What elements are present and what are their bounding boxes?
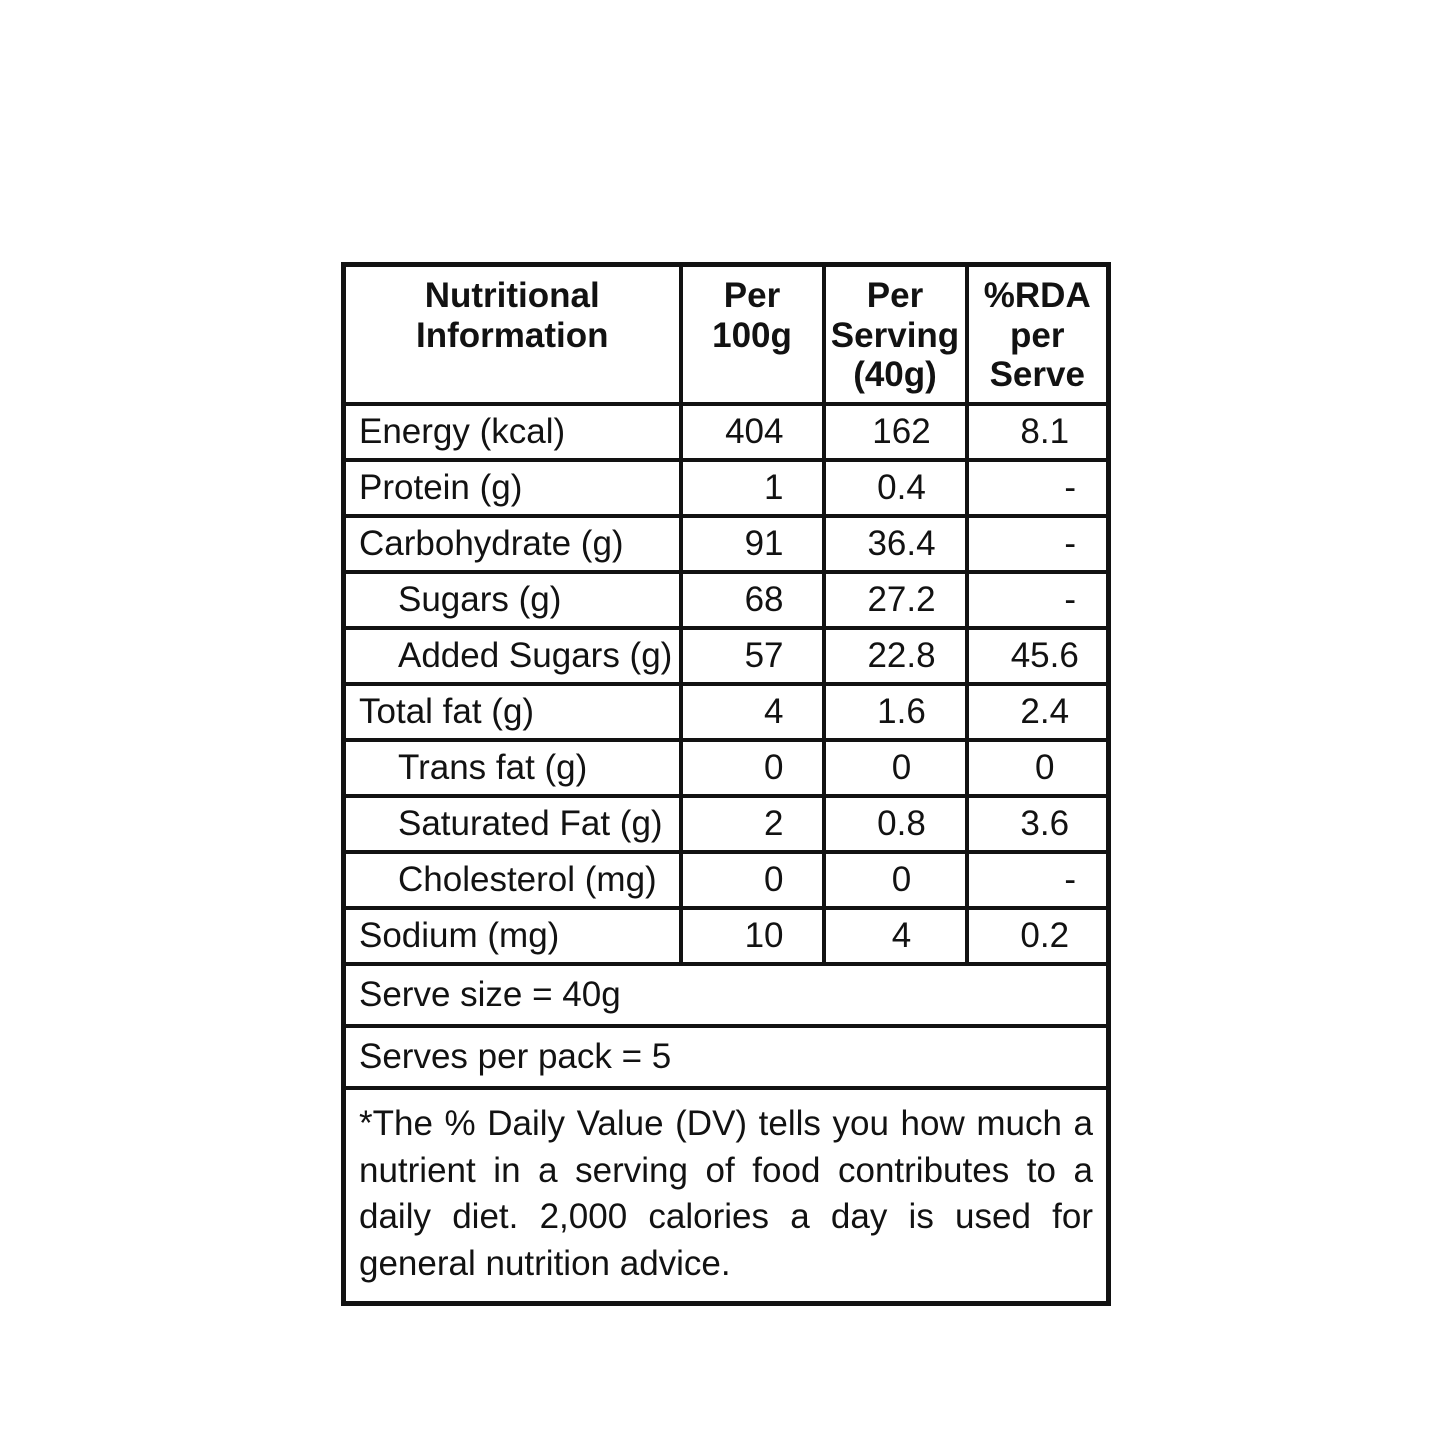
rda-cell: 0 [964,738,1111,798]
nutrient-label-cell: Saturated Fat (g) [341,794,683,854]
rda-cell: 8.1 [964,402,1111,462]
table-row: Total fat (g) 4 1.6 2.4 [341,682,1111,742]
footnote-row: *The % Daily Value (DV) tells you how mu… [341,1086,1111,1306]
per-serving-cell: 4 [821,906,969,966]
per-serving-cell: 36.4 [821,514,969,574]
rda-cell: 0.2 [964,906,1111,966]
table-row: Saturated Fat (g) 2 0.8 3.6 [341,794,1111,854]
header-row: Nutritional Information Per 100g Per Ser… [341,262,1111,406]
nutrient-label-cell: Energy (kcal) [341,402,683,462]
nutrient-label-cell: Sodium (mg) [341,906,683,966]
per-serving-cell: 162 [821,402,969,462]
table-row: Sodium (mg) 10 4 0.2 [341,906,1111,966]
per-100g-cell: 91 [678,514,826,574]
table-row: Trans fat (g) 0 0 0 [341,738,1111,798]
table-row: Energy (kcal) 404 162 8.1 [341,402,1111,462]
per-100g-cell: 2 [678,794,826,854]
header-rda-per-serve: %RDA per Serve [964,262,1111,406]
serve-size-text: Serve size = 40g [341,962,1111,1028]
rda-cell: - [964,570,1111,630]
nutrition-table: Nutritional Information Per 100g Per Ser… [341,262,1111,1307]
per-100g-cell: 10 [678,906,826,966]
rda-cell: 45.6 [964,626,1111,686]
rda-cell: - [964,458,1111,518]
rda-cell: 3.6 [964,794,1111,854]
header-per-serving: Per Serving (40g) [821,262,969,406]
per-serving-cell: 1.6 [821,682,969,742]
rda-cell: - [964,514,1111,574]
serves-per-pack-row: Serves per pack = 5 [341,1024,1111,1090]
nutrient-label-cell: Total fat (g) [341,682,683,742]
serve-size-row: Serve size = 40g [341,962,1111,1028]
per-100g-cell: 57 [678,626,826,686]
nutrient-label-cell: Trans fat (g) [341,738,683,798]
per-100g-cell: 1 [678,458,826,518]
nutrient-label-cell: Protein (g) [341,458,683,518]
per-100g-cell: 4 [678,682,826,742]
per-100g-cell: 0 [678,850,826,910]
table-row: Added Sugars (g) 57 22.8 45.6 [341,626,1111,686]
daily-value-footnote: *The % Daily Value (DV) tells you how mu… [341,1086,1111,1306]
nutrition-table-body: Energy (kcal) 404 162 8.1 Protein (g) 1 … [341,402,1111,966]
per-100g-cell: 0 [678,738,826,798]
serves-per-pack-text: Serves per pack = 5 [341,1024,1111,1090]
rda-cell: - [964,850,1111,910]
table-row: Carbohydrate (g) 91 36.4 - [341,514,1111,574]
per-100g-cell: 404 [678,402,826,462]
per-serving-cell: 0 [821,850,969,910]
per-serving-cell: 0 [821,738,969,798]
table-row: Cholesterol (mg) 0 0 - [341,850,1111,910]
header-per-100g: Per 100g [678,262,826,406]
nutrient-label-cell: Cholesterol (mg) [341,850,683,910]
table-row: Sugars (g) 68 27.2 - [341,570,1111,630]
header-nutritional-information: Nutritional Information [341,262,683,406]
per-serving-cell: 0.4 [821,458,969,518]
nutrient-label-cell: Added Sugars (g) [341,626,683,686]
table-row: Protein (g) 1 0.4 - [341,458,1111,518]
nutrient-label-cell: Sugars (g) [341,570,683,630]
per-100g-cell: 68 [678,570,826,630]
per-serving-cell: 22.8 [821,626,969,686]
per-serving-cell: 0.8 [821,794,969,854]
nutrient-label-cell: Carbohydrate (g) [341,514,683,574]
rda-cell: 2.4 [964,682,1111,742]
nutrition-table-footer: Serve size = 40g Serves per pack = 5 *Th… [341,962,1111,1306]
per-serving-cell: 27.2 [821,570,969,630]
